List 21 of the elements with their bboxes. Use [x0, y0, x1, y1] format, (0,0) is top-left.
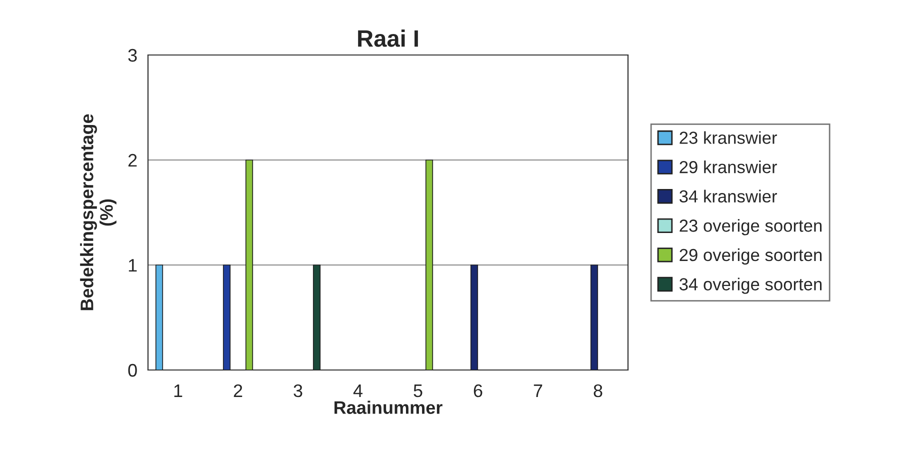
- x-tick-label: 7: [534, 384, 542, 397]
- legend-label: 29 overige soorten: [680, 248, 822, 265]
- y-tick-label: 0: [128, 364, 137, 377]
- x-tick-label: 8: [594, 384, 602, 398]
- y-axis-title: Bedekkingspercentage (%): [80, 114, 116, 310]
- y-tick-label: 2: [128, 154, 137, 167]
- x-axis-title: Raainummer: [334, 400, 442, 414]
- x-tick-label: 3: [294, 384, 302, 398]
- x-tick-label: 6: [474, 384, 482, 398]
- y-tick-label: 1: [128, 259, 137, 272]
- legend-label: 23 overige soorten: [680, 219, 822, 236]
- y-tick-label: 3: [128, 48, 137, 62]
- legend-label: 29 kranswier: [680, 160, 777, 174]
- x-tick-label: 1: [174, 384, 182, 397]
- x-tick-label: 2: [234, 384, 242, 397]
- x-tick-label: 4: [353, 384, 362, 397]
- chart-title: Raai I: [358, 30, 418, 47]
- x-tick-label: 5: [414, 384, 422, 398]
- legend-label: 34 overige soorten: [680, 278, 822, 294]
- legend-label: 34 kranswier: [680, 190, 777, 203]
- legend-label: 23 kranswier: [680, 131, 777, 144]
